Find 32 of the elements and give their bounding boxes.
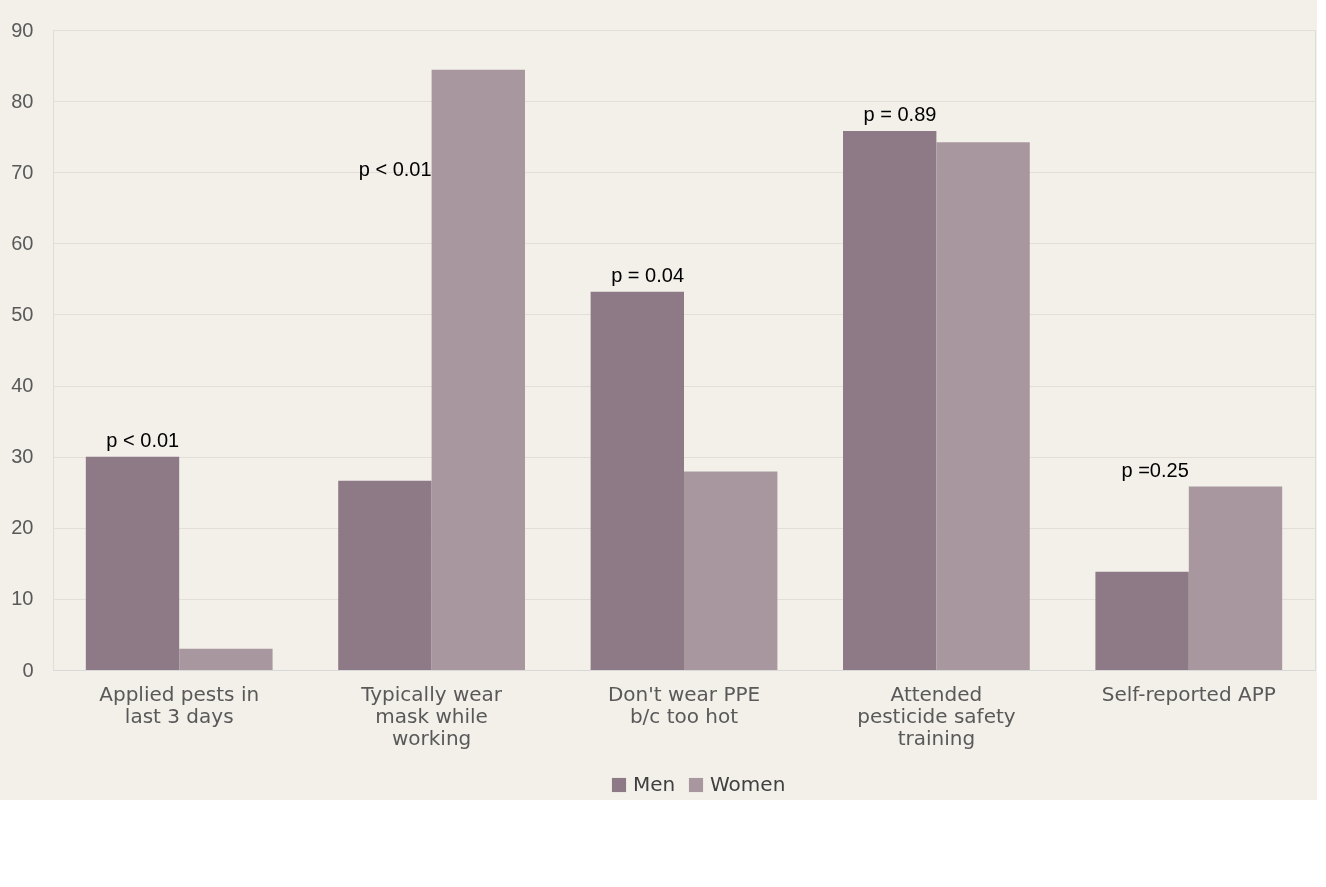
bar — [684, 471, 778, 670]
annotation: p =0.25 — [1121, 458, 1189, 481]
y-tick-label: 20 — [11, 516, 34, 539]
bar — [590, 291, 684, 670]
legend-label: Women — [710, 772, 786, 796]
bar — [179, 648, 273, 670]
y-tick-label: 30 — [11, 445, 34, 468]
x-tick-label: Self-reported APP — [1101, 681, 1276, 706]
annotation: p = 0.04 — [611, 263, 684, 286]
x-tick-label: Attended pesticide safety training — [857, 681, 1016, 750]
x-tick-label: Typically wear mask while working — [360, 681, 503, 750]
y-tick-label: 40 — [11, 374, 34, 397]
annotation: p < 0.01 — [106, 428, 180, 451]
y-tick-label: 90 — [11, 18, 34, 41]
x-tick-label: Don't wear PPE b/c too hot — [607, 681, 761, 728]
bar — [85, 456, 180, 670]
y-tick-label: 50 — [11, 302, 34, 325]
y-tick-label: 80 — [11, 89, 34, 112]
bar — [338, 480, 432, 670]
y-tick-label: 10 — [11, 587, 34, 610]
annotation: p < 0.01 — [358, 158, 432, 181]
x-tick-label: Applied pests in last 3 days — [99, 681, 260, 728]
bar — [431, 69, 525, 670]
y-tick-label: 0 — [22, 658, 34, 681]
bar — [1095, 571, 1189, 670]
bar — [843, 130, 937, 670]
y-tick-label: 70 — [11, 160, 34, 183]
legend-label: Men — [633, 772, 676, 796]
bar — [936, 142, 1030, 670]
annotation: p = 0.89 — [863, 102, 937, 125]
bar — [1188, 486, 1283, 670]
y-tick-label: 60 — [11, 231, 34, 254]
